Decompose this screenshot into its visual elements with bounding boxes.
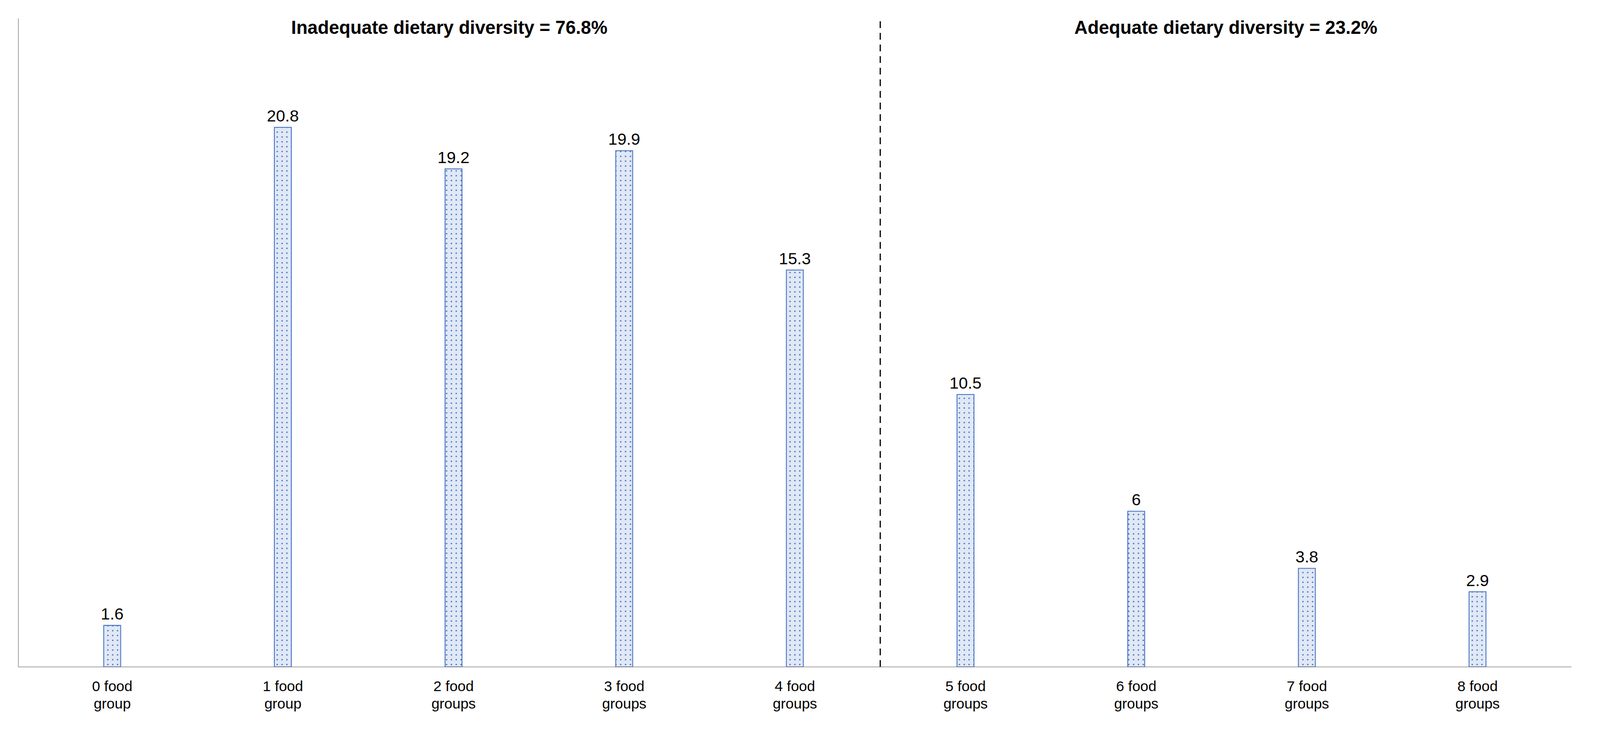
svg-text:Inadequate dietary diversity =: Inadequate dietary diversity = 76.8% [291,17,608,38]
svg-text:4 foodgroups: 4 foodgroups [772,677,818,712]
svg-text:6 foodgroups: 6 foodgroups [1114,677,1159,712]
svg-text:8 foodgroups: 8 foodgroups [1455,677,1500,712]
svg-text:1.6: 1.6 [100,604,124,623]
svg-text:19.2: 19.2 [437,148,470,167]
svg-text:15.3: 15.3 [778,249,811,268]
svg-text:6: 6 [1131,490,1141,509]
svg-text:20.8: 20.8 [267,106,300,125]
svg-text:19.9: 19.9 [608,129,641,149]
svg-text:3.8: 3.8 [1295,547,1318,566]
svg-text:7 foodgroups: 7 foodgroups [1284,677,1330,712]
svg-text:2 foodgroups: 2 foodgroups [431,677,477,712]
svg-text:3 foodgroups: 3 foodgroups [601,677,647,712]
svg-text:1 foodgroup: 1 foodgroup [262,677,303,712]
svg-text:Adequate dietary diversity = 2: Adequate dietary diversity = 23.2% [1074,17,1378,38]
svg-text:2.9: 2.9 [1465,570,1489,590]
svg-text:10.5: 10.5 [949,373,982,392]
svg-text:0 foodgroup: 0 foodgroup [91,677,133,712]
svg-text:5 foodgroups: 5 foodgroups [943,677,988,712]
